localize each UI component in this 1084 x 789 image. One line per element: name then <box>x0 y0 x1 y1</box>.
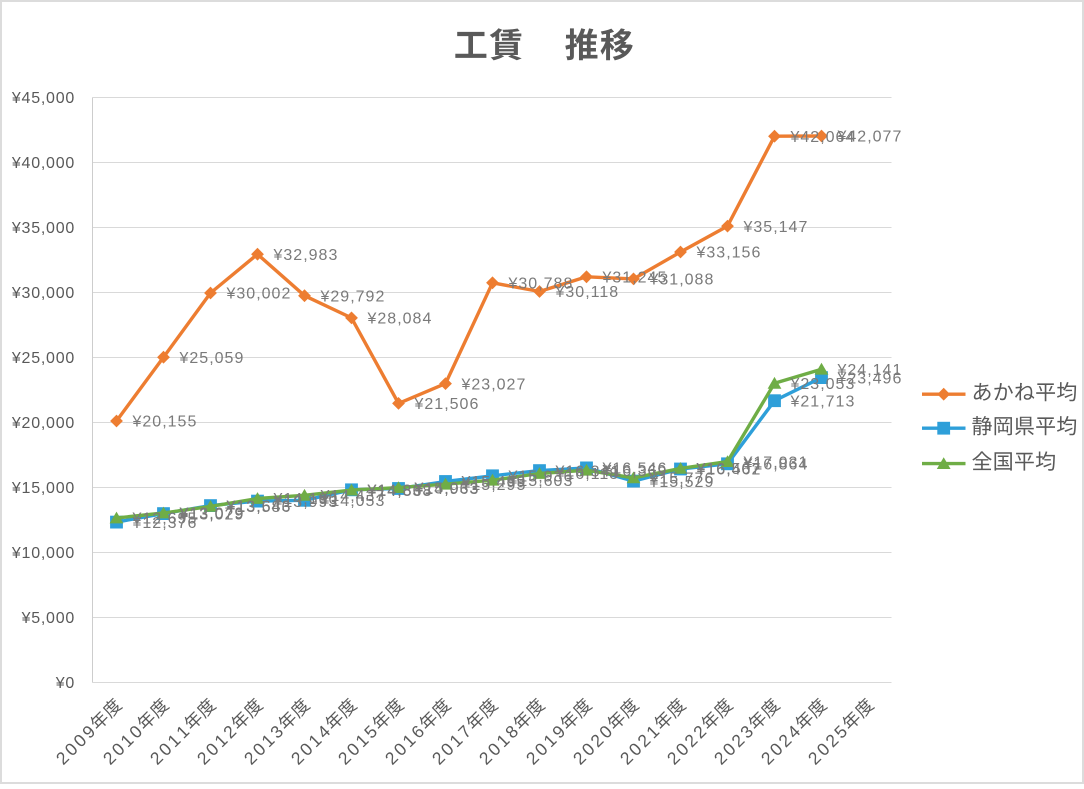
svg-text:¥16,462: ¥16,462 <box>696 462 762 479</box>
svg-text:¥15,603: ¥15,603 <box>508 473 574 490</box>
svg-text:¥30,002: ¥30,002 <box>226 286 292 303</box>
svg-text:¥13,643: ¥13,643 <box>226 498 292 515</box>
svg-text:¥21,506: ¥21,506 <box>414 396 480 413</box>
svg-text:¥12,376: ¥12,376 <box>132 515 198 532</box>
svg-text:¥15,776: ¥15,776 <box>649 471 715 488</box>
svg-text:¥33,156: ¥33,156 <box>696 245 762 262</box>
svg-text:¥35,147: ¥35,147 <box>743 219 809 236</box>
svg-text:¥14,963: ¥14,963 <box>414 481 480 498</box>
svg-text:¥13,029: ¥13,029 <box>179 506 245 523</box>
svg-text:¥14,437: ¥14,437 <box>320 488 386 505</box>
svg-text:¥30,788: ¥30,788 <box>508 276 574 293</box>
svg-text:¥16,864: ¥16,864 <box>743 457 809 474</box>
svg-text:¥31,245: ¥31,245 <box>602 270 668 287</box>
svg-text:¥40,000: ¥40,000 <box>11 155 75 172</box>
svg-text:¥15,529: ¥15,529 <box>649 474 715 491</box>
svg-text:¥31,088: ¥31,088 <box>649 272 715 289</box>
svg-text:¥15,499: ¥15,499 <box>461 474 527 491</box>
svg-text:¥29,792: ¥29,792 <box>320 288 386 305</box>
svg-text:¥20,000: ¥20,000 <box>11 415 75 432</box>
svg-text:¥30,118: ¥30,118 <box>555 284 620 301</box>
svg-text:¥17,031: ¥17,031 <box>743 454 809 471</box>
svg-text:¥25,059: ¥25,059 <box>179 350 245 367</box>
svg-text:¥25,000: ¥25,000 <box>11 350 75 367</box>
svg-text:¥13,586: ¥13,586 <box>226 499 292 516</box>
svg-text:¥24,141: ¥24,141 <box>837 362 903 379</box>
svg-text:¥21,713: ¥21,713 <box>790 393 856 410</box>
svg-text:¥14,053: ¥14,053 <box>320 493 386 510</box>
svg-text:¥28,084: ¥28,084 <box>367 311 433 328</box>
svg-text:¥13,993: ¥13,993 <box>273 494 339 511</box>
svg-text:¥16,118: ¥16,118 <box>555 466 620 483</box>
svg-text:¥0: ¥0 <box>55 675 75 692</box>
svg-text:¥35,000: ¥35,000 <box>11 220 75 237</box>
svg-text:¥42,064: ¥42,064 <box>790 129 856 146</box>
svg-text:¥42,077: ¥42,077 <box>837 129 903 146</box>
svg-text:¥16,546: ¥16,546 <box>602 461 668 478</box>
svg-text:¥15,295: ¥15,295 <box>461 477 527 494</box>
svg-text:¥10,000: ¥10,000 <box>11 545 75 562</box>
svg-text:¥30,000: ¥30,000 <box>11 285 75 302</box>
svg-text:¥12,695: ¥12,695 <box>132 511 198 528</box>
svg-text:¥16,341: ¥16,341 <box>555 463 621 480</box>
svg-text:¥14,863: ¥14,863 <box>367 483 433 500</box>
svg-text:¥13,079: ¥13,079 <box>179 506 245 523</box>
svg-text:¥15,033: ¥15,033 <box>414 480 480 497</box>
svg-text:¥16,369: ¥16,369 <box>602 463 668 480</box>
svg-text:¥23,053: ¥23,053 <box>790 376 856 393</box>
svg-text:¥14,838: ¥14,838 <box>367 483 433 500</box>
svg-text:¥45,000: ¥45,000 <box>11 90 75 107</box>
svg-text:¥20,155: ¥20,155 <box>132 414 198 431</box>
svg-text:¥16,507: ¥16,507 <box>696 461 762 478</box>
svg-text:¥5,000: ¥5,000 <box>21 610 75 627</box>
svg-text:¥23,027: ¥23,027 <box>461 376 527 393</box>
svg-text:¥32,983: ¥32,983 <box>273 247 339 264</box>
svg-text:¥15,936: ¥15,936 <box>508 469 574 486</box>
svg-text:¥15,000: ¥15,000 <box>11 480 75 497</box>
svg-text:¥14,190: ¥14,190 <box>273 491 339 508</box>
svg-text:¥23,496: ¥23,496 <box>837 370 903 387</box>
